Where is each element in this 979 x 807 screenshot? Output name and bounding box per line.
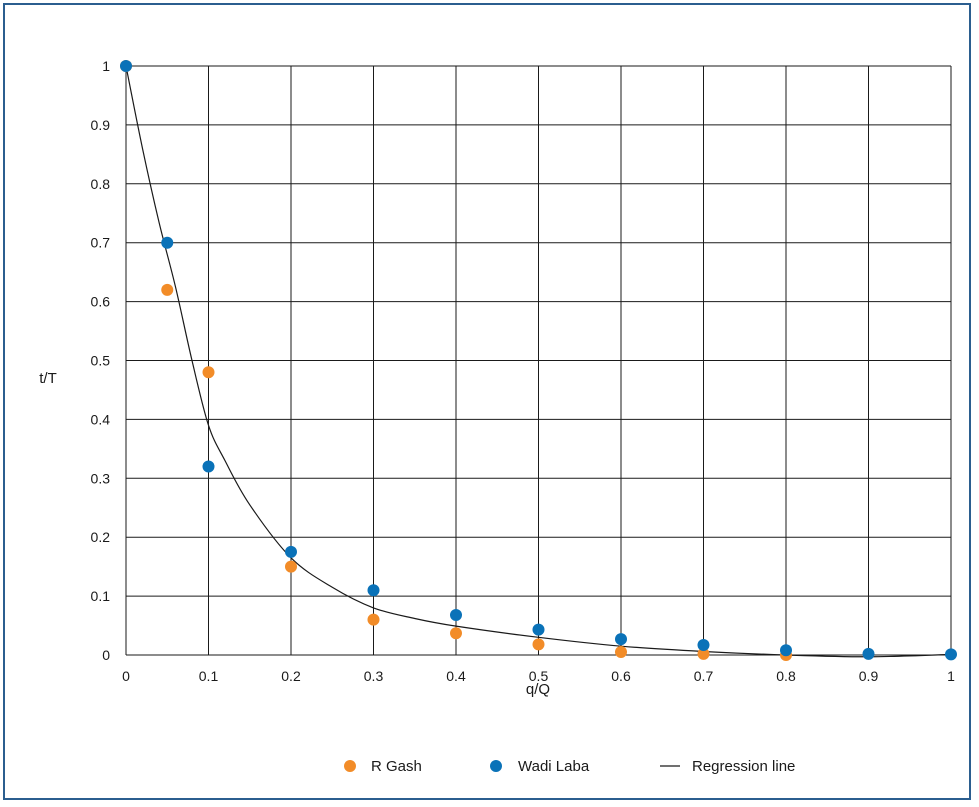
y-tick-label: 0.4	[91, 411, 111, 427]
point-wadi-laba	[945, 648, 957, 661]
y-tick-label: 0.7	[91, 235, 111, 251]
y-tick-label: 0.5	[91, 353, 111, 369]
point-r-gash	[202, 366, 215, 379]
point-wadi-laba	[285, 545, 297, 558]
y-axis-label: t/T	[39, 370, 57, 387]
y-tick-label: 0.2	[91, 529, 111, 545]
point-r-gash	[367, 613, 380, 626]
x-tick-label: 0.2	[281, 668, 301, 684]
point-r-gash	[532, 638, 545, 651]
point-r-gash	[697, 647, 710, 660]
x-axis-label: q/Q	[526, 681, 550, 698]
x-tick-label: 0.3	[364, 668, 384, 684]
point-wadi-laba	[697, 638, 710, 651]
legend: R Gash Wadi Laba Regression line	[344, 758, 795, 775]
chart-frame	[3, 3, 971, 800]
point-wadi-laba	[862, 647, 875, 660]
x-tick-label: 0.6	[611, 668, 631, 684]
x-tick-label: 0	[122, 668, 130, 684]
legend-marker-r-gash	[344, 760, 356, 772]
x-tick-label: 0.1	[199, 668, 219, 684]
y-tick-label: 0.1	[91, 588, 111, 604]
regression-line	[125, 65, 952, 658]
y-tick-label: 0.6	[91, 294, 111, 310]
x-tick-labels: 0 0.1 0.2 0.3 0.4 0.5 0.6 0.7 0.8 0.9 1	[122, 668, 955, 684]
series-layer	[120, 60, 957, 661]
grid	[125, 65, 952, 656]
point-wadi-laba	[450, 608, 462, 621]
point-wadi-laba	[532, 623, 545, 636]
point-wadi-laba	[780, 644, 792, 657]
y-tick-label: 0.9	[91, 117, 111, 133]
y-tick-labels: 0 0.1 0.2 0.3 0.4 0.5 0.6 0.7 0.8 0.9 1	[91, 58, 111, 663]
x-tick-label: 0.8	[776, 668, 796, 684]
y-tick-label: 0.8	[91, 176, 111, 192]
point-wadi-laba	[120, 60, 132, 72]
point-r-gash	[161, 283, 174, 296]
x-tick-label: 0.5	[529, 668, 549, 684]
legend-marker-wadi-laba	[490, 760, 502, 772]
legend-label-regression-line: Regression line	[692, 758, 795, 775]
x-tick-label: 0.9	[859, 668, 879, 684]
point-wadi-laba	[202, 460, 215, 473]
y-tick-label: 0	[102, 647, 110, 663]
legend-label-r-gash: R Gash	[371, 758, 422, 775]
point-r-gash	[450, 627, 462, 640]
x-tick-label: 1	[947, 668, 955, 684]
point-wadi-laba	[367, 584, 380, 597]
point-wadi-laba	[615, 633, 627, 646]
y-tick-label: 0.3	[91, 470, 111, 486]
point-r-gash	[615, 646, 627, 659]
point-wadi-laba	[161, 236, 174, 249]
legend-label-wadi-laba: Wadi Laba	[518, 758, 590, 775]
x-tick-label: 0.7	[694, 668, 714, 684]
y-tick-label: 1	[102, 58, 110, 74]
point-r-gash	[285, 560, 297, 573]
x-tick-label: 0.4	[446, 668, 466, 684]
